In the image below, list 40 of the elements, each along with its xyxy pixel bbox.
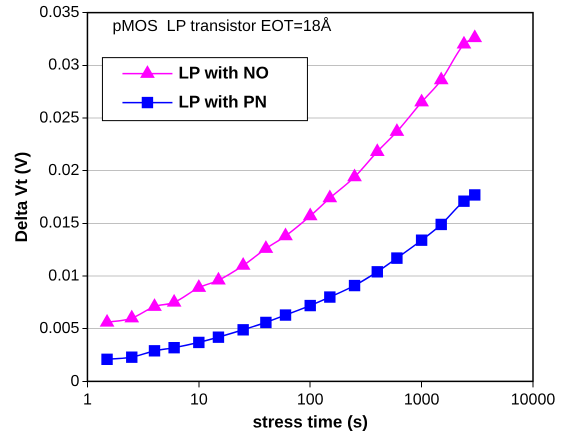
point bbox=[434, 72, 448, 84]
legend-label: LP with NO bbox=[178, 63, 269, 82]
point bbox=[304, 300, 316, 312]
point bbox=[148, 298, 162, 311]
point bbox=[124, 310, 139, 322]
y-tick-label: 0.005 bbox=[39, 320, 80, 338]
point bbox=[259, 240, 273, 253]
x-tick-label: 1 bbox=[82, 391, 92, 408]
y-tick-label: 0.015 bbox=[39, 214, 80, 232]
point bbox=[148, 345, 160, 357]
y-tick-label: 0.03 bbox=[48, 56, 80, 74]
point bbox=[458, 196, 470, 207]
point bbox=[192, 280, 206, 292]
point bbox=[323, 190, 337, 202]
point bbox=[348, 280, 360, 292]
point bbox=[260, 316, 272, 328]
point bbox=[193, 336, 205, 348]
point bbox=[237, 324, 249, 336]
point bbox=[457, 36, 471, 48]
point bbox=[126, 351, 138, 363]
y-tick-label: 0.035 bbox=[39, 4, 80, 22]
point bbox=[303, 208, 318, 220]
y-tick-label: 0.01 bbox=[48, 267, 80, 284]
point bbox=[436, 218, 447, 230]
y-tick-label: 0.025 bbox=[39, 109, 80, 126]
x-axis-title: stress time (s) bbox=[252, 412, 368, 432]
y-axis-title: Delta Vt (V) bbox=[12, 152, 31, 242]
point bbox=[324, 291, 336, 303]
x-tick-label: 100 bbox=[296, 391, 324, 408]
point bbox=[348, 169, 362, 182]
point bbox=[391, 252, 403, 264]
y-tick-label: 0 bbox=[70, 372, 80, 390]
x-tick-label: 1000 bbox=[404, 391, 440, 408]
x-tick-label: 10 bbox=[190, 391, 208, 408]
legend-label: LP with PN bbox=[178, 92, 267, 112]
point bbox=[236, 258, 250, 270]
chart-title: pMOS LP transistor EOT=18Å bbox=[112, 17, 332, 36]
point bbox=[390, 124, 404, 136]
y-tick-label: 0.02 bbox=[48, 162, 80, 180]
x-tick-label: 10000 bbox=[510, 391, 556, 408]
